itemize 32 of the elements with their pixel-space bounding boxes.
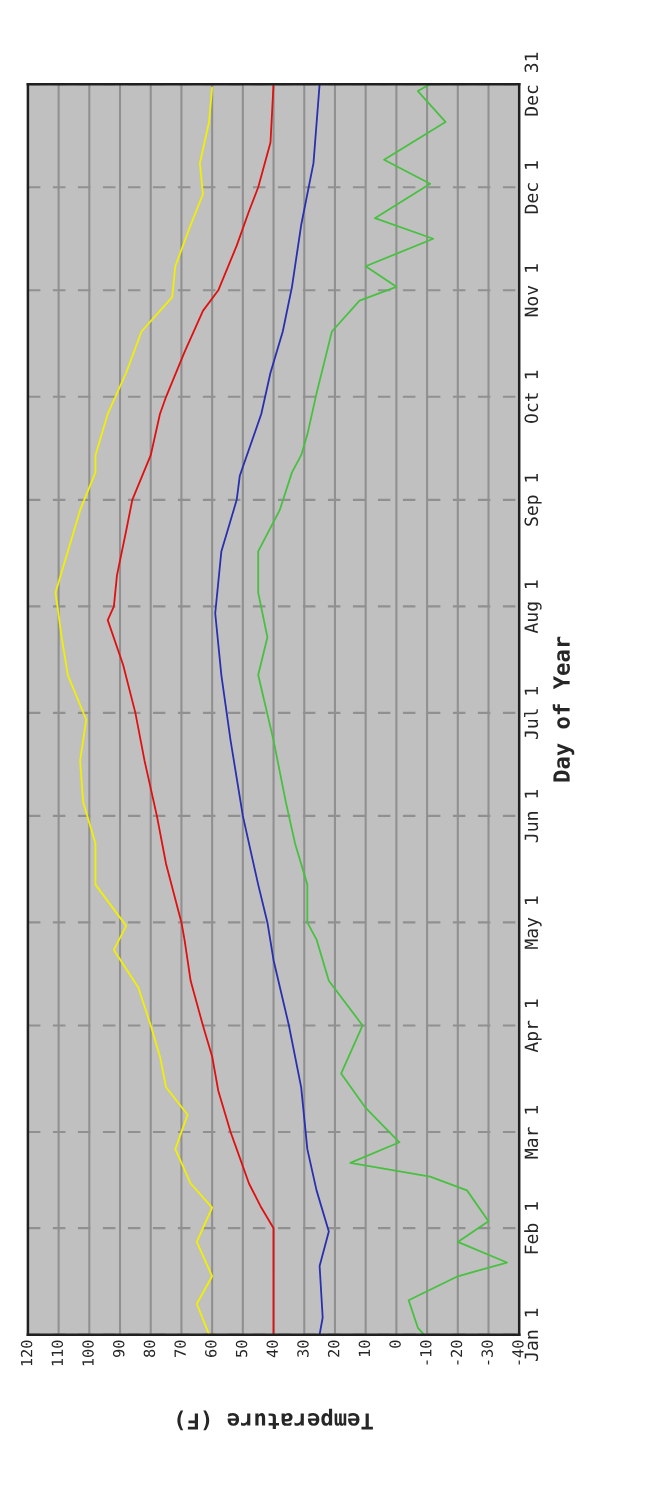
y-tick-label: Aug 1: [524, 580, 542, 634]
y-tick-label: Oct 1: [524, 370, 539, 423]
x-tick-label: 50: [235, 1340, 248, 1357]
x-tick-label: 0: [389, 1340, 401, 1348]
y-tick-label: May 1: [524, 896, 542, 949]
y-tick-label: Sep 1: [524, 473, 542, 526]
x-tick-label: 70: [174, 1340, 186, 1357]
x-tick-label: 10: [358, 1340, 371, 1357]
x-tick-label: 110: [51, 1340, 64, 1366]
x-tick-label: 100: [82, 1340, 94, 1366]
x-axis-title: Temperature (F): [177, 1408, 373, 1431]
y-tick-label: Dec 1: [524, 161, 539, 214]
y-tick-label: Apr 1: [524, 999, 542, 1053]
y-axis-title: Day of Year: [552, 636, 575, 782]
x-tick-label: 60: [205, 1340, 217, 1357]
x-tick-label: 120: [20, 1340, 33, 1366]
y-tick-label: Nov 1: [524, 264, 539, 317]
x-tick-label: 90: [112, 1340, 125, 1357]
x-tick-label: -10: [420, 1340, 432, 1365]
y-tick-label: Mar 1: [524, 1106, 539, 1159]
y-tick-label: Jan 1: [524, 1308, 539, 1361]
x-tick-label: -20: [450, 1340, 463, 1365]
x-tick-label: 80: [143, 1340, 156, 1357]
x-tick-label: -30: [481, 1340, 493, 1365]
y-tick-label: Jun 1: [524, 789, 539, 843]
x-tick-label: 40: [266, 1340, 279, 1358]
x-tick-label: 30: [297, 1340, 309, 1357]
x-tick-label: -40: [512, 1340, 524, 1365]
x-tick-label: 20: [327, 1340, 340, 1357]
y-tick-label: Feb 1: [524, 1202, 539, 1254]
y-tick-label: Dec 31: [524, 52, 539, 116]
y-tick-label: Jul 1: [524, 686, 539, 740]
